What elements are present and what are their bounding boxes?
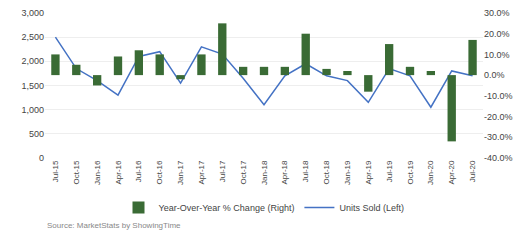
svg-text:Oct-15: Oct-15 xyxy=(72,160,81,185)
svg-text:Apr-20: Apr-20 xyxy=(447,160,456,185)
svg-text:2,500: 2,500 xyxy=(21,32,44,42)
svg-text:Oct-19: Oct-19 xyxy=(406,160,415,185)
svg-text:0: 0 xyxy=(39,153,44,163)
svg-text:20.0%: 20.0% xyxy=(484,29,510,39)
svg-text:-10.0%: -10.0% xyxy=(484,91,513,101)
svg-text:Jul-20: Jul-20 xyxy=(468,160,477,182)
svg-text:0.0%: 0.0% xyxy=(484,70,505,80)
svg-text:Jan-16: Jan-16 xyxy=(93,160,102,185)
svg-text:2,000: 2,000 xyxy=(21,56,44,66)
svg-text:Jan-20: Jan-20 xyxy=(426,160,435,185)
svg-text:10.0%: 10.0% xyxy=(484,50,510,60)
svg-text:3,000: 3,000 xyxy=(21,8,44,18)
svg-text:Jan-19: Jan-19 xyxy=(343,160,352,185)
svg-text:Year-Over-Year % Change (Right: Year-Over-Year % Change (Right) xyxy=(159,203,295,213)
svg-text:Apr-17: Apr-17 xyxy=(197,160,206,185)
svg-text:30.0%: 30.0% xyxy=(484,8,510,18)
svg-text:-40.0%: -40.0% xyxy=(484,153,513,163)
svg-text:-30.0%: -30.0% xyxy=(484,132,513,142)
svg-text:500: 500 xyxy=(29,129,44,139)
svg-text:Oct-16: Oct-16 xyxy=(155,160,164,185)
svg-text:Apr-16: Apr-16 xyxy=(114,160,123,185)
svg-text:Jul-19: Jul-19 xyxy=(385,160,394,182)
svg-text:Oct-18: Oct-18 xyxy=(322,160,331,185)
svg-text:1,000: 1,000 xyxy=(21,105,44,115)
svg-text:Jul-15: Jul-15 xyxy=(51,160,60,182)
svg-text:1,500: 1,500 xyxy=(21,81,44,91)
svg-text:-20.0%: -20.0% xyxy=(484,112,513,122)
svg-text:Jan-18: Jan-18 xyxy=(260,160,269,185)
svg-text:Apr-18: Apr-18 xyxy=(280,160,289,185)
svg-text:Jul-18: Jul-18 xyxy=(301,160,310,182)
svg-text:Jan-17: Jan-17 xyxy=(176,160,185,185)
svg-text:Apr-19: Apr-19 xyxy=(364,160,373,185)
svg-text:Oct-17: Oct-17 xyxy=(239,160,248,185)
svg-text:Units Sold (Left): Units Sold (Left) xyxy=(339,203,404,213)
svg-text:Source: MarketStats by Showing: Source: MarketStats by ShowingTime xyxy=(47,221,181,230)
svg-text:Jul-17: Jul-17 xyxy=(218,160,227,182)
svg-text:Jul-16: Jul-16 xyxy=(134,160,143,182)
